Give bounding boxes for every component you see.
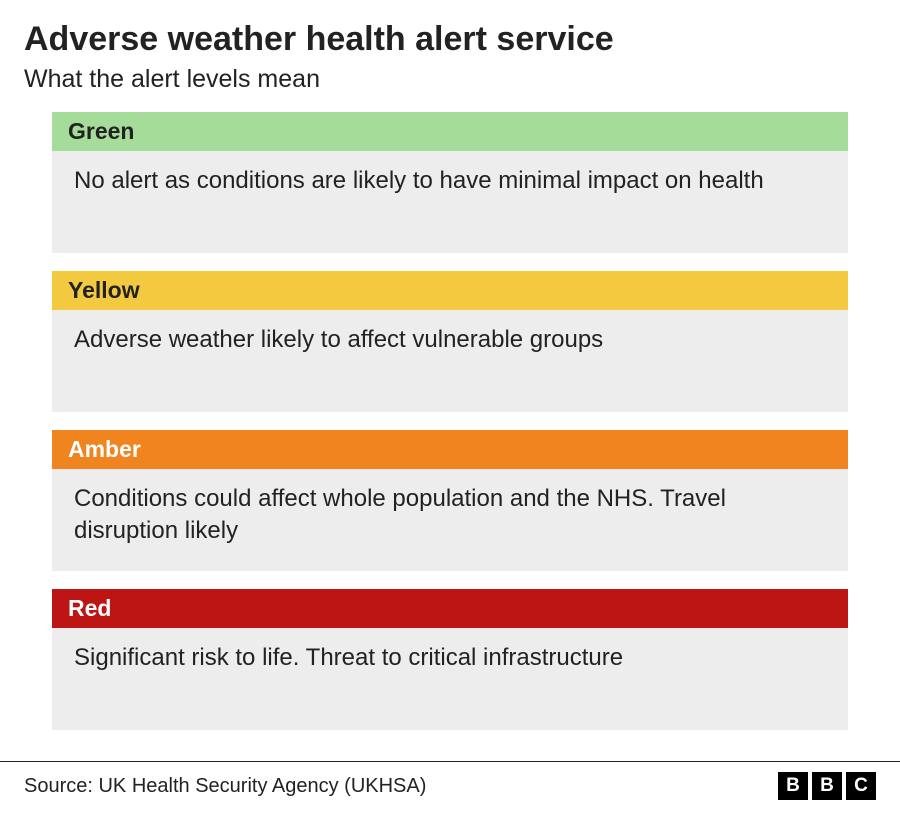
bbc-logo-letter: C (846, 772, 876, 800)
source-attribution: Source: UK Health Security Agency (UKHSA… (24, 775, 426, 798)
alert-level-description: Conditions could affect whole population… (52, 469, 848, 571)
alert-level-red: Red Significant risk to life. Threat to … (52, 589, 848, 730)
page-subtitle: What the alert levels mean (24, 65, 876, 94)
alert-level-header: Amber (52, 430, 848, 469)
alert-level-header: Yellow (52, 271, 848, 310)
alert-level-description: Adverse weather likely to affect vulnera… (52, 310, 848, 412)
bbc-logo-letter: B (778, 772, 808, 800)
alert-level-header: Green (52, 112, 848, 151)
alert-level-green: Green No alert as conditions are likely … (52, 112, 848, 253)
footer: Source: UK Health Security Agency (UKHSA… (0, 761, 900, 800)
alert-level-amber: Amber Conditions could affect whole popu… (52, 430, 848, 571)
alert-level-description: No alert as conditions are likely to hav… (52, 151, 848, 253)
bbc-logo: B B C (778, 772, 876, 800)
alert-level-description: Significant risk to life. Threat to crit… (52, 628, 848, 730)
bbc-logo-letter: B (812, 772, 842, 800)
alert-level-yellow: Yellow Adverse weather likely to affect … (52, 271, 848, 412)
alert-levels-list: Green No alert as conditions are likely … (24, 112, 876, 730)
alert-level-header: Red (52, 589, 848, 628)
page-title: Adverse weather health alert service (24, 20, 876, 59)
